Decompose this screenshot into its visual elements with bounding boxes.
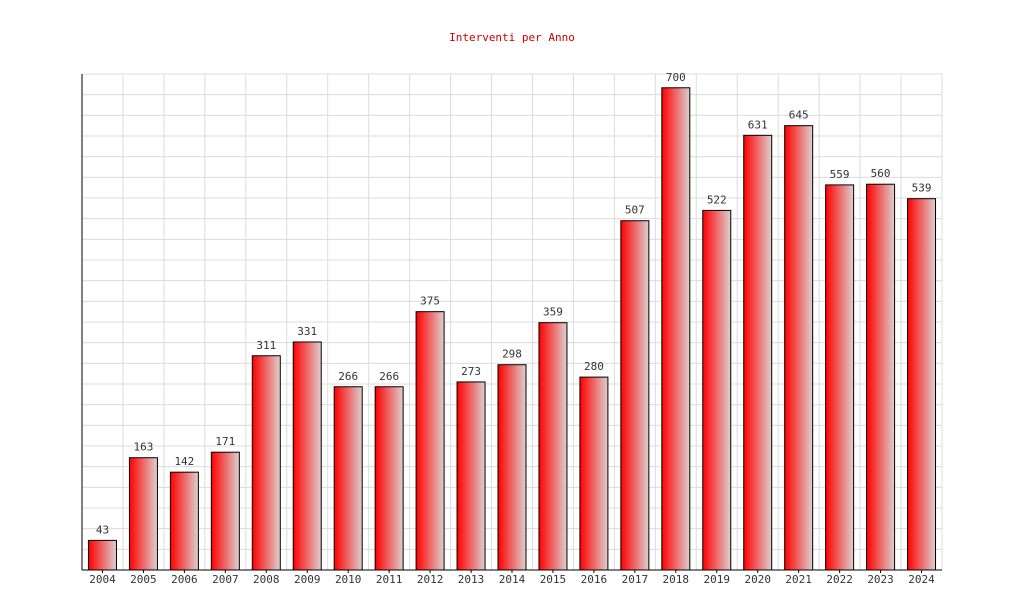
x-tick-label: 2024: [908, 573, 935, 586]
value-label: 645: [789, 109, 809, 122]
bar: [743, 134, 773, 571]
chart-title: Interventi per Anno: [449, 31, 575, 44]
x-tick-label: 2008: [253, 573, 280, 586]
value-label: 171: [215, 435, 235, 448]
x-tick-label: 2019: [704, 573, 731, 586]
x-tick-label: 2011: [376, 573, 403, 586]
bar: [497, 364, 527, 571]
value-label: 375: [420, 295, 440, 308]
bar: [620, 220, 650, 571]
bar: [784, 125, 814, 571]
x-tick-label: 2022: [826, 573, 853, 586]
x-tick-label: 2018: [663, 573, 690, 586]
x-tick-label: 2007: [212, 573, 239, 586]
x-tick-label: 2021: [785, 573, 812, 586]
bar: [907, 198, 937, 571]
value-label: 522: [707, 193, 727, 206]
x-tick-label: 2020: [744, 573, 771, 586]
x-tick-label: 2014: [499, 573, 526, 586]
bar: [579, 376, 609, 571]
x-tick-label: 2009: [294, 573, 321, 586]
value-label: 266: [338, 370, 358, 383]
bar: [374, 386, 404, 571]
x-tick-label: 2013: [458, 573, 485, 586]
value-label: 280: [584, 360, 604, 373]
value-label: 539: [912, 182, 932, 195]
value-label: 331: [297, 325, 317, 338]
value-label: 560: [871, 167, 891, 180]
bar: [456, 381, 486, 571]
bar: [538, 322, 568, 571]
bar: [210, 451, 240, 571]
bar: [292, 341, 322, 571]
x-tick-label: 2015: [540, 573, 567, 586]
bar: [333, 386, 363, 571]
value-label: 273: [461, 365, 481, 378]
bar: [169, 471, 199, 571]
x-tick-label: 2005: [130, 573, 157, 586]
bar: [661, 87, 691, 571]
value-label: 507: [625, 204, 645, 217]
x-tick-label: 2006: [171, 573, 198, 586]
value-label: 298: [502, 348, 522, 361]
value-label: 559: [830, 168, 850, 181]
x-tick-label: 2012: [417, 573, 444, 586]
bar: [87, 539, 117, 571]
value-label: 266: [379, 370, 399, 383]
bar: [825, 184, 855, 571]
value-label: 142: [174, 455, 194, 468]
bar: [415, 311, 445, 571]
bar: [251, 355, 281, 571]
bars: 43 163 142 171 311 331 266 266 375 273 298 359 280 50…: [87, 71, 937, 571]
x-tick-label: 2010: [335, 573, 362, 586]
bar: [866, 183, 896, 571]
x-tick-label: 2004: [89, 573, 116, 586]
x-tick-label: 2016: [581, 573, 608, 586]
value-label: 631: [748, 118, 768, 131]
value-label: 43: [96, 523, 109, 536]
x-tick-label: 2017: [622, 573, 649, 586]
value-label: 163: [133, 441, 153, 454]
bar: [128, 457, 158, 571]
value-label: 359: [543, 306, 563, 319]
value-label: 700: [666, 71, 686, 84]
value-label: 311: [256, 339, 276, 352]
bar: [702, 209, 732, 571]
x-tick-label: 2023: [867, 573, 894, 586]
